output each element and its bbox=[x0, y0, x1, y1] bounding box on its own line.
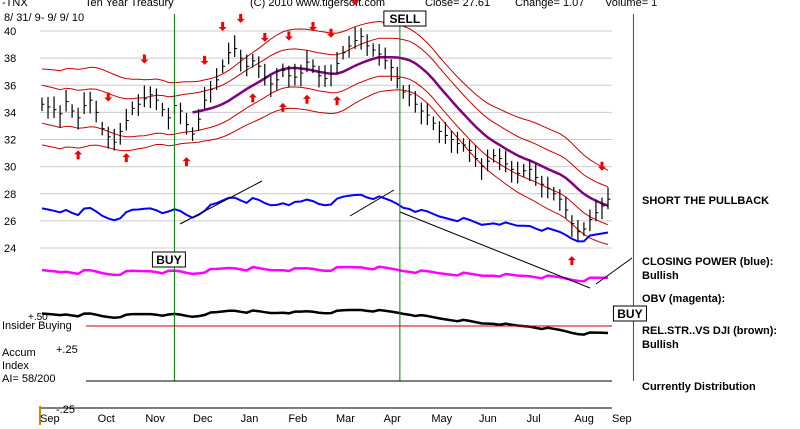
up-arrow bbox=[122, 153, 131, 163]
month-axis: Sep Oct Nov Dec Jan Feb Mar Apr May Jun Jul Aug Sep bbox=[40, 413, 632, 425]
distribution-label: Currently Distribution bbox=[642, 381, 756, 393]
gridlines bbox=[40, 30, 612, 409]
obv-label: OBV (magenta): bbox=[642, 293, 725, 305]
ticker-label: -TNX bbox=[2, 0, 28, 9]
down-arrow bbox=[308, 22, 317, 31]
closing-power-label: CLOSING POWER (blue): bbox=[642, 256, 773, 268]
index-label: Index bbox=[2, 360, 29, 372]
close-readout: Close= 27.61 bbox=[425, 0, 490, 9]
month-tick-label: May bbox=[431, 413, 452, 425]
up-arrow bbox=[278, 102, 287, 112]
bollinger-bands bbox=[41, 20, 609, 245]
upper-band bbox=[41, 20, 609, 171]
indicator-panels bbox=[41, 180, 633, 336]
down-arrow bbox=[236, 13, 245, 23]
up-arrow bbox=[74, 150, 83, 160]
month-tick-label: Feb bbox=[288, 413, 307, 425]
minus25-label: -.25 bbox=[56, 404, 75, 416]
price-tick-label: 32 bbox=[4, 135, 16, 147]
month-tick-label: Aug bbox=[574, 413, 594, 425]
rel-str-label: REL.STR..VS DJI (brown): bbox=[642, 325, 777, 337]
price-tick-label: 36 bbox=[4, 80, 16, 92]
copyright-label: (C) 2010 www.tigersoft.com bbox=[250, 0, 385, 9]
trend-line bbox=[349, 189, 395, 217]
price-bars bbox=[41, 27, 611, 242]
down-arrow bbox=[200, 55, 209, 65]
volume-readout: Volume= 1 bbox=[605, 0, 657, 9]
insider-buying-label: Insider Buying bbox=[2, 320, 72, 332]
short-pullback-note: SHORT THE PULLBACK bbox=[642, 195, 769, 207]
month-tick-label: Dec bbox=[193, 413, 213, 425]
price-tick-label: 26 bbox=[4, 216, 16, 228]
month-tick-label: Mar bbox=[336, 413, 355, 425]
down-arrow bbox=[597, 161, 606, 171]
rel-str-state: Bullish bbox=[642, 339, 679, 351]
lower-band bbox=[41, 89, 609, 245]
month-tick-label: Apr bbox=[384, 413, 401, 425]
instrument-name: Ten Year Treasury bbox=[85, 0, 174, 9]
rel-strength-line bbox=[41, 308, 609, 336]
month-tick-label: Jun bbox=[479, 413, 497, 425]
down-arrow bbox=[140, 54, 149, 64]
month-tick-label: Jul bbox=[527, 413, 541, 425]
trend-line bbox=[595, 257, 633, 285]
signal-arrows bbox=[74, 0, 606, 266]
plus25-label: +.25 bbox=[56, 344, 78, 356]
signal-label: BUY bbox=[156, 253, 181, 267]
month-tick-label: Jan bbox=[241, 413, 259, 425]
ai-readout: AI= 58/200 bbox=[2, 373, 56, 385]
change-readout: Change= 1.07 bbox=[515, 0, 584, 9]
inner-upper-band bbox=[41, 37, 609, 188]
down-arrow bbox=[327, 28, 336, 38]
signal-box bbox=[151, 251, 186, 268]
trend-line bbox=[399, 211, 591, 289]
up-arrow bbox=[333, 96, 342, 106]
price-tick-label: 34 bbox=[4, 107, 16, 119]
up-arrow bbox=[182, 157, 191, 167]
down-arrow bbox=[351, 0, 360, 6]
signal-label: BUY bbox=[617, 307, 642, 321]
price-tick-label: 38 bbox=[4, 53, 16, 65]
up-arrow bbox=[302, 94, 311, 104]
trend-line bbox=[179, 180, 263, 225]
month-tick-label: Sep bbox=[40, 413, 60, 425]
signal-label: SELL bbox=[390, 12, 421, 26]
date-range-label: 8/ 31/ 9- 9/ 9/ 10 bbox=[4, 12, 84, 24]
closing-power-line bbox=[41, 193, 609, 243]
signal-box bbox=[612, 305, 647, 322]
obv-line bbox=[41, 265, 609, 283]
plus50-label: +.50 bbox=[28, 312, 48, 323]
signal-box bbox=[383, 10, 427, 27]
down-arrow bbox=[260, 32, 269, 42]
month-tick-label: Oct bbox=[98, 413, 115, 425]
month-tick-label: Nov bbox=[145, 413, 165, 425]
price-axis: 40 38 36 34 32 30 28 26 24 bbox=[4, 26, 16, 255]
price-tick-label: 30 bbox=[4, 162, 16, 174]
down-arrow bbox=[218, 22, 227, 31]
accum-label: Accum bbox=[2, 347, 36, 359]
down-arrow bbox=[284, 31, 293, 41]
down-arrow bbox=[104, 92, 113, 102]
up-arrow bbox=[248, 93, 257, 103]
price-tick-label: 40 bbox=[4, 26, 16, 38]
inner-lower-band bbox=[41, 75, 609, 226]
price-tick-label: 24 bbox=[4, 243, 16, 255]
closing-power-state: Bullish bbox=[642, 270, 679, 282]
up-arrow bbox=[567, 256, 576, 266]
month-tick-label: Sep bbox=[612, 413, 632, 425]
price-tick-label: 28 bbox=[4, 189, 16, 201]
signal-markers: BUY SELL BUY bbox=[151, 10, 647, 381]
